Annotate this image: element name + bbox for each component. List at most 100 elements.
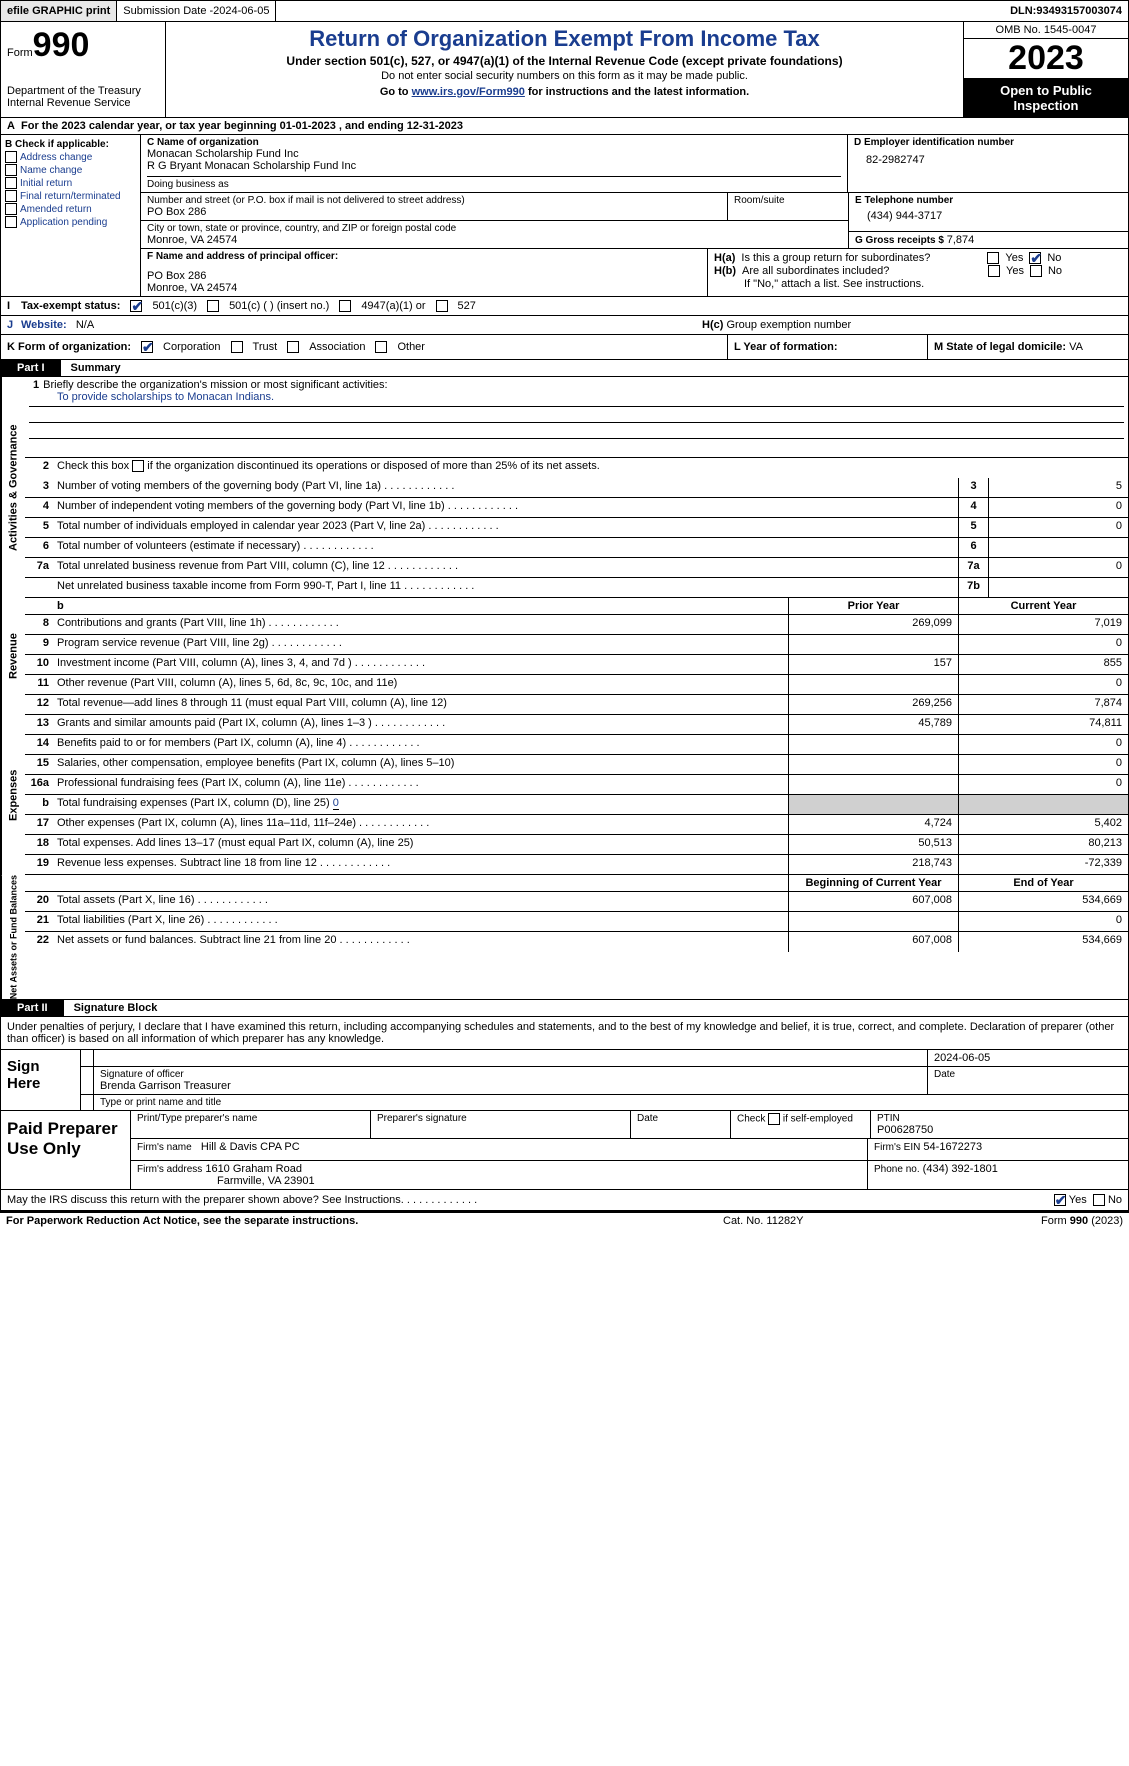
checkbox-final-return[interactable]	[5, 190, 17, 202]
i-527[interactable]	[436, 300, 448, 312]
ein-value: 82-2982747	[854, 148, 1122, 172]
r17-curr: 5,402	[958, 815, 1128, 834]
checkbox-name-change[interactable]	[5, 164, 17, 176]
s4-val: 0	[988, 498, 1128, 517]
s7b-val	[988, 578, 1128, 597]
signature-declaration: Under penalties of perjury, I declare th…	[0, 1017, 1129, 1050]
r10-text: Investment income (Part VIII, column (A)…	[53, 655, 788, 674]
k-assoc[interactable]	[287, 341, 299, 353]
r14-text: Benefits paid to or for members (Part IX…	[53, 735, 788, 754]
city-state-zip: Monroe, VA 24574	[147, 234, 842, 246]
officer-name: Brenda Garrison Treasurer	[100, 1080, 921, 1092]
prep-selfemp: Check if self-employed	[731, 1111, 871, 1138]
mission-text: To provide scholarships to Monacan India…	[29, 391, 1124, 407]
discuss-text: May the IRS discuss this return with the…	[7, 1194, 1054, 1206]
checkbox-address-change[interactable]	[5, 151, 17, 163]
checkbox-pending[interactable]	[5, 216, 17, 228]
r8-prior: 269,099	[788, 615, 958, 634]
r21-end: 0	[958, 912, 1128, 931]
form-title: Return of Organization Exempt From Incom…	[174, 26, 955, 52]
org-name-1: Monacan Scholarship Fund Inc	[147, 148, 841, 160]
e-tel-label: E Telephone number	[855, 195, 1122, 206]
irs-url[interactable]: www.irs.gov/Form990	[412, 86, 525, 98]
ha-no[interactable]	[1029, 252, 1041, 264]
g-receipts-label: G Gross receipts $	[855, 235, 947, 246]
checkbox-initial-return[interactable]	[5, 177, 17, 189]
r18-text: Total expenses. Add lines 13–17 (must eq…	[53, 835, 788, 854]
r13-prior: 45,789	[788, 715, 958, 734]
firm-addr1: 1610 Graham Road	[205, 1163, 302, 1175]
telephone: (434) 944-3717	[855, 206, 1122, 226]
firm-addr2: Farmville, VA 23901	[137, 1175, 315, 1187]
self-employed-checkbox[interactable]	[768, 1113, 780, 1125]
form-header: Form990 Department of the Treasury Inter…	[0, 22, 1129, 118]
r19-text: Revenue less expenses. Subtract line 18 …	[53, 855, 788, 874]
r17-text: Other expenses (Part IX, column (A), lin…	[53, 815, 788, 834]
r15-curr: 0	[958, 755, 1128, 774]
r22-beg: 607,008	[788, 932, 958, 952]
top-bar: efile GRAPHIC print Submission Date - 20…	[0, 0, 1129, 22]
hb-yes[interactable]	[988, 265, 1000, 277]
part2-header: Part II Signature Block	[0, 1000, 1129, 1017]
irs-label: Internal Revenue Service	[7, 97, 159, 109]
gross-receipts: 7,874	[947, 234, 975, 246]
r16b-text: Total fundraising expenses (Part IX, col…	[53, 795, 788, 814]
c-name-label: C Name of organization	[147, 137, 841, 148]
r20-beg: 607,008	[788, 892, 958, 911]
r19-prior: 218,743	[788, 855, 958, 874]
city-label: City or town, state or province, country…	[147, 223, 842, 234]
r11-curr: 0	[958, 675, 1128, 694]
street-address: PO Box 286	[147, 206, 721, 218]
h-note: If "No," attach a list. See instructions…	[714, 278, 1122, 290]
d-ein-label: D Employer identification number	[854, 137, 1122, 148]
org-name-2: R G Bryant Monacan Scholarship Fund Inc	[147, 160, 841, 172]
i-label: Tax-exempt status:	[21, 300, 120, 312]
prep-name-hdr: Print/Type preparer's name	[131, 1111, 371, 1138]
discuss-no[interactable]	[1093, 1194, 1105, 1206]
s1-label: Briefly describe the organization's miss…	[43, 379, 387, 391]
dept-treasury: Department of the Treasury	[7, 85, 159, 97]
s2-text: Check this box if the organization disco…	[53, 458, 1128, 478]
beg-year-hdr: Beginning of Current Year	[788, 875, 958, 891]
hb-no[interactable]	[1030, 265, 1042, 277]
paperwork-notice: For Paperwork Reduction Act Notice, see …	[6, 1215, 723, 1227]
ha-yes[interactable]	[987, 252, 999, 264]
s4-text: Number of independent voting members of …	[53, 498, 958, 517]
s7a-val: 0	[988, 558, 1128, 577]
side-netassets: Net Assets or Fund Balances	[1, 875, 25, 999]
h-c-text: Group exemption number	[726, 319, 851, 331]
r18-prior: 50,513	[788, 835, 958, 854]
officer-addr1: PO Box 286	[147, 270, 701, 282]
officer-addr2: Monroe, VA 24574	[147, 282, 701, 294]
s2-checkbox[interactable]	[132, 460, 144, 472]
i-501c[interactable]	[207, 300, 219, 312]
s5-text: Total number of individuals employed in …	[53, 518, 958, 537]
r21-text: Total liabilities (Part X, line 26)	[53, 912, 788, 931]
s7a-text: Total unrelated business revenue from Pa…	[53, 558, 958, 577]
k-trust[interactable]	[231, 341, 243, 353]
addr-label: Number and street (or P.O. box if mail i…	[147, 195, 721, 206]
ptin-value: P00628750	[877, 1124, 1122, 1136]
k-label: K Form of organization:	[7, 341, 131, 353]
k-corp[interactable]	[141, 341, 153, 353]
i-4947[interactable]	[339, 300, 351, 312]
l-year-label: L Year of formation:	[734, 341, 838, 353]
goto-link: Go to www.irs.gov/Form990 for instructio…	[174, 86, 955, 98]
r9-text: Program service revenue (Part VIII, line…	[53, 635, 788, 654]
s3-text: Number of voting members of the governin…	[53, 478, 958, 497]
r18-curr: 80,213	[958, 835, 1128, 854]
efile-print-btn[interactable]: efile GRAPHIC print	[1, 1, 117, 21]
r12-text: Total revenue—add lines 8 through 11 (mu…	[53, 695, 788, 714]
k-other[interactable]	[375, 341, 387, 353]
room-label: Room/suite	[734, 195, 842, 206]
form-number: 990	[33, 26, 90, 64]
website-value: N/A	[76, 319, 94, 331]
line-a: AFor the 2023 calendar year, or tax year…	[0, 118, 1129, 135]
r12-prior: 269,256	[788, 695, 958, 714]
type-name-label: Type or print name and title	[94, 1095, 1128, 1110]
i-501c3[interactable]	[130, 300, 142, 312]
r19-curr: -72,339	[958, 855, 1128, 874]
m-state-label: M State of legal domicile:	[934, 341, 1069, 353]
checkbox-amended[interactable]	[5, 203, 17, 215]
discuss-yes[interactable]	[1054, 1194, 1066, 1206]
